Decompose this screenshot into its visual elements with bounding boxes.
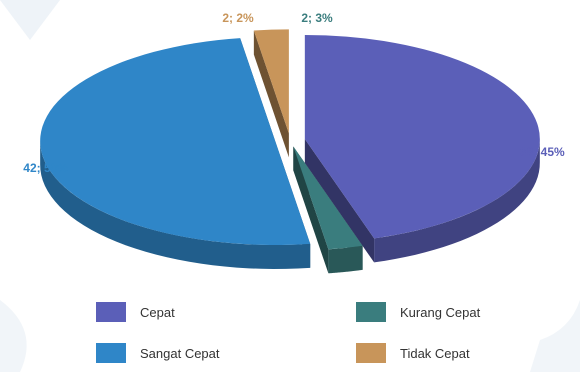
slice-wall-tidak-cepat-0 (253, 30, 289, 158)
slice-tidak-cepat (253, 29, 289, 134)
slice-kurang-cepat (293, 146, 363, 250)
data-label-cepat: 38; 45% (520, 145, 565, 159)
data-label-kurang-cepat: 2; 3% (301, 11, 333, 25)
data-label-tidak-cepat: 2; 2% (222, 11, 254, 25)
slice-edge-cepat (374, 138, 540, 263)
slice-sangat-cepat (40, 38, 311, 245)
data-labels-group: 38; 45% 2; 3% 42; 50% 2; 2% (23, 11, 565, 175)
slice-edge-sangat-cepat (40, 140, 311, 269)
pie-top-group (40, 29, 540, 250)
data-label-sangat-cepat: 42; 50% (23, 161, 68, 175)
pie-chart: 38; 45% 2; 3% 42; 50% 2; 2% (23, 11, 565, 274)
slice-cepat (304, 35, 540, 239)
slice-wall-kurang-cepat-1 (293, 146, 329, 274)
slice-edge-kurang-cepat (328, 245, 363, 274)
slice-wall-cepat-1 (304, 139, 375, 263)
